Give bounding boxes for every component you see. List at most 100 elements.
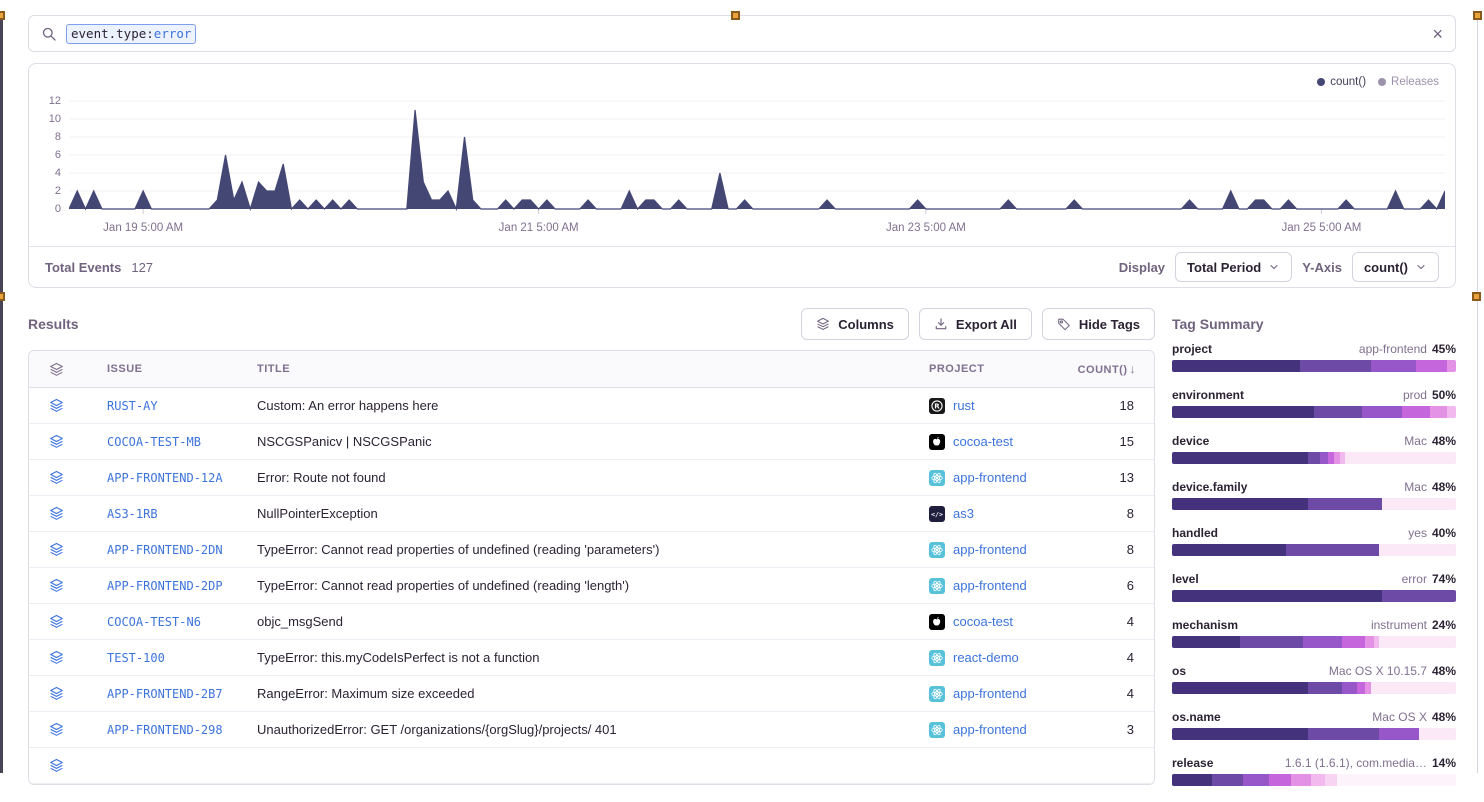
clear-search-icon[interactable]: ×: [1432, 23, 1443, 44]
display-label: Display: [1118, 259, 1166, 275]
issue-title: TypeError: Cannot read properties of und…: [257, 542, 660, 557]
releases-legend-dot: [1378, 78, 1387, 86]
tag-distribution-bar[interactable]: [1172, 498, 1456, 510]
legend-item-releases[interactable]: Releases: [1378, 76, 1439, 88]
results-title: Results: [28, 316, 79, 332]
table-row: APP-FRONTEND-12A Error: Route not found …: [29, 460, 1154, 496]
hide-tags-button-label: Hide Tags: [1078, 316, 1140, 332]
tag-summary-item: device.family Mac 48%: [1172, 480, 1456, 510]
tag-distribution-bar[interactable]: [1172, 360, 1456, 372]
results-toolbar: Results Columns Export All Hide Tags: [28, 308, 1155, 340]
export-all-button[interactable]: Export All: [918, 308, 1032, 340]
legend-item-count[interactable]: count(): [1317, 76, 1366, 88]
columns-button[interactable]: Columns: [801, 308, 909, 340]
project-link[interactable]: app-frontend: [953, 722, 1027, 737]
chart-x-axis: Jan 19 5:00 AM Jan 21 5:00 AM Jan 23 5:00 …: [103, 222, 1362, 234]
tag-distribution-bar[interactable]: [1172, 682, 1456, 694]
project-link[interactable]: app-frontend: [953, 470, 1027, 485]
chart-footer: Total Events 127 Display Total Period Y-…: [29, 246, 1455, 287]
tag-summary-item: os.name Mac OS X 48%: [1172, 710, 1456, 740]
issue-title: UnauthorizedError: GET /organizations/{o…: [257, 722, 617, 737]
issue-count: 3: [1126, 722, 1134, 737]
project-link[interactable]: react-demo: [953, 650, 1019, 665]
project-link[interactable]: rust: [953, 398, 975, 413]
selection-handle: [1473, 11, 1482, 20]
tag-top-value: 1.6.1 (1.6.1), com.media…: [1284, 756, 1427, 770]
table-header-row: ISSUE TITLE PROJECT COUNT() ↓: [29, 351, 1154, 388]
column-header-issue[interactable]: ISSUE: [107, 363, 143, 375]
issue-link[interactable]: APP-FRONTEND-298: [107, 723, 223, 737]
issue-link[interactable]: APP-FRONTEND-2DN: [107, 543, 223, 557]
column-header-title[interactable]: TITLE: [257, 363, 291, 375]
chevron-down-icon: [1415, 261, 1427, 273]
tag-top-percent: 45%: [1431, 342, 1456, 356]
tag-distribution-bar[interactable]: [1172, 636, 1456, 648]
tag-name: level: [1172, 572, 1199, 586]
project-link[interactable]: app-frontend: [953, 578, 1027, 593]
tag-summary-item: os Mac OS X 10.15.7 48%: [1172, 664, 1456, 694]
issue-link[interactable]: APP-FRONTEND-2B7: [107, 687, 223, 701]
project-link[interactable]: as3: [953, 506, 974, 521]
column-header-project[interactable]: PROJECT: [929, 363, 985, 375]
table-row: APP-FRONTEND-2B7 RangeError: Maximum siz…: [29, 676, 1154, 712]
issue-title: Custom: An error happens here: [257, 398, 439, 413]
project-link[interactable]: cocoa-test: [953, 614, 1013, 629]
tag-distribution-bar[interactable]: [1172, 406, 1456, 418]
tag-distribution-bar[interactable]: [1172, 774, 1456, 786]
search-bar[interactable]: event.type:error ×: [28, 15, 1456, 52]
project-link[interactable]: app-frontend: [953, 542, 1027, 557]
tag-distribution-bar[interactable]: [1172, 544, 1456, 556]
issue-link[interactable]: TEST-100: [107, 651, 165, 665]
issue-link[interactable]: APP-FRONTEND-12A: [107, 471, 223, 485]
download-icon: [934, 317, 948, 331]
display-select[interactable]: Total Period: [1175, 252, 1293, 282]
search-token-value: error: [153, 25, 192, 41]
search-query-token[interactable]: event.type:error: [66, 23, 197, 44]
project-link[interactable]: app-frontend: [953, 686, 1027, 701]
releases-legend-label: Releases: [1391, 76, 1439, 88]
tag-distribution-bar[interactable]: [1172, 452, 1456, 464]
issue-link[interactable]: AS3-1RB: [107, 507, 158, 521]
selection-handle: [731, 11, 740, 20]
hide-tags-button[interactable]: Hide Tags: [1041, 308, 1155, 340]
chart-area[interactable]: count() Releases 0 2 4 6 8 10 12 Jan 19 5:00 A…: [29, 64, 1455, 246]
issue-count: 8: [1126, 506, 1134, 521]
project-link[interactable]: cocoa-test: [953, 434, 1013, 449]
tag-distribution-bar[interactable]: [1172, 728, 1456, 740]
issue-stack-icon: [49, 398, 64, 413]
issue-stack-icon: [49, 542, 64, 557]
table-row: COCOA-TEST-N6 objc_msgSend cocoa-test 4: [29, 604, 1154, 640]
issue-count: 4: [1126, 650, 1134, 665]
react-project-icon: [929, 721, 945, 738]
tag-name: device: [1172, 434, 1210, 448]
apple-project-icon: [929, 433, 945, 450]
yaxis-select[interactable]: count(): [1351, 252, 1439, 282]
issue-stack-icon: [49, 578, 64, 593]
export-all-button-label: Export All: [955, 316, 1017, 332]
tag-top-percent: 24%: [1431, 618, 1456, 632]
chart-svg: [69, 92, 1445, 217]
issue-stack-icon: [49, 758, 64, 773]
issue-link[interactable]: APP-FRONTEND-2DP: [107, 579, 223, 593]
issue-link[interactable]: COCOA-TEST-MB: [107, 435, 201, 449]
issue-count: 4: [1126, 686, 1134, 701]
column-header-count[interactable]: COUNT() ↓: [1077, 362, 1136, 376]
rust-project-icon: [929, 397, 945, 414]
tag-top-value: Mac OS X 10.15.7: [1328, 664, 1427, 678]
tag-top-percent: 14%: [1431, 756, 1456, 770]
tag-top-value: app-frontend: [1358, 342, 1427, 356]
tag-distribution-bar[interactable]: [1172, 590, 1456, 602]
tag-summary-item: device Mac 48%: [1172, 434, 1456, 464]
table-row: APP-FRONTEND-298 UnauthorizedError: GET …: [29, 712, 1154, 748]
selection-handle: [1472, 292, 1481, 301]
issue-link[interactable]: RUST-AY: [107, 399, 158, 413]
table-row-partial: [29, 748, 1154, 784]
events-area-chart[interactable]: 0 2 4 6 8 10 12: [49, 92, 1445, 217]
apple-project-icon: [929, 613, 945, 630]
tag-top-percent: 48%: [1431, 710, 1456, 724]
react-project-icon: [929, 541, 945, 558]
tag-summary-item: environment prod 50%: [1172, 388, 1456, 418]
issue-link[interactable]: COCOA-TEST-N6: [107, 615, 201, 629]
search-token-key: event.type:: [71, 25, 154, 41]
tag-name: environment: [1172, 388, 1245, 402]
